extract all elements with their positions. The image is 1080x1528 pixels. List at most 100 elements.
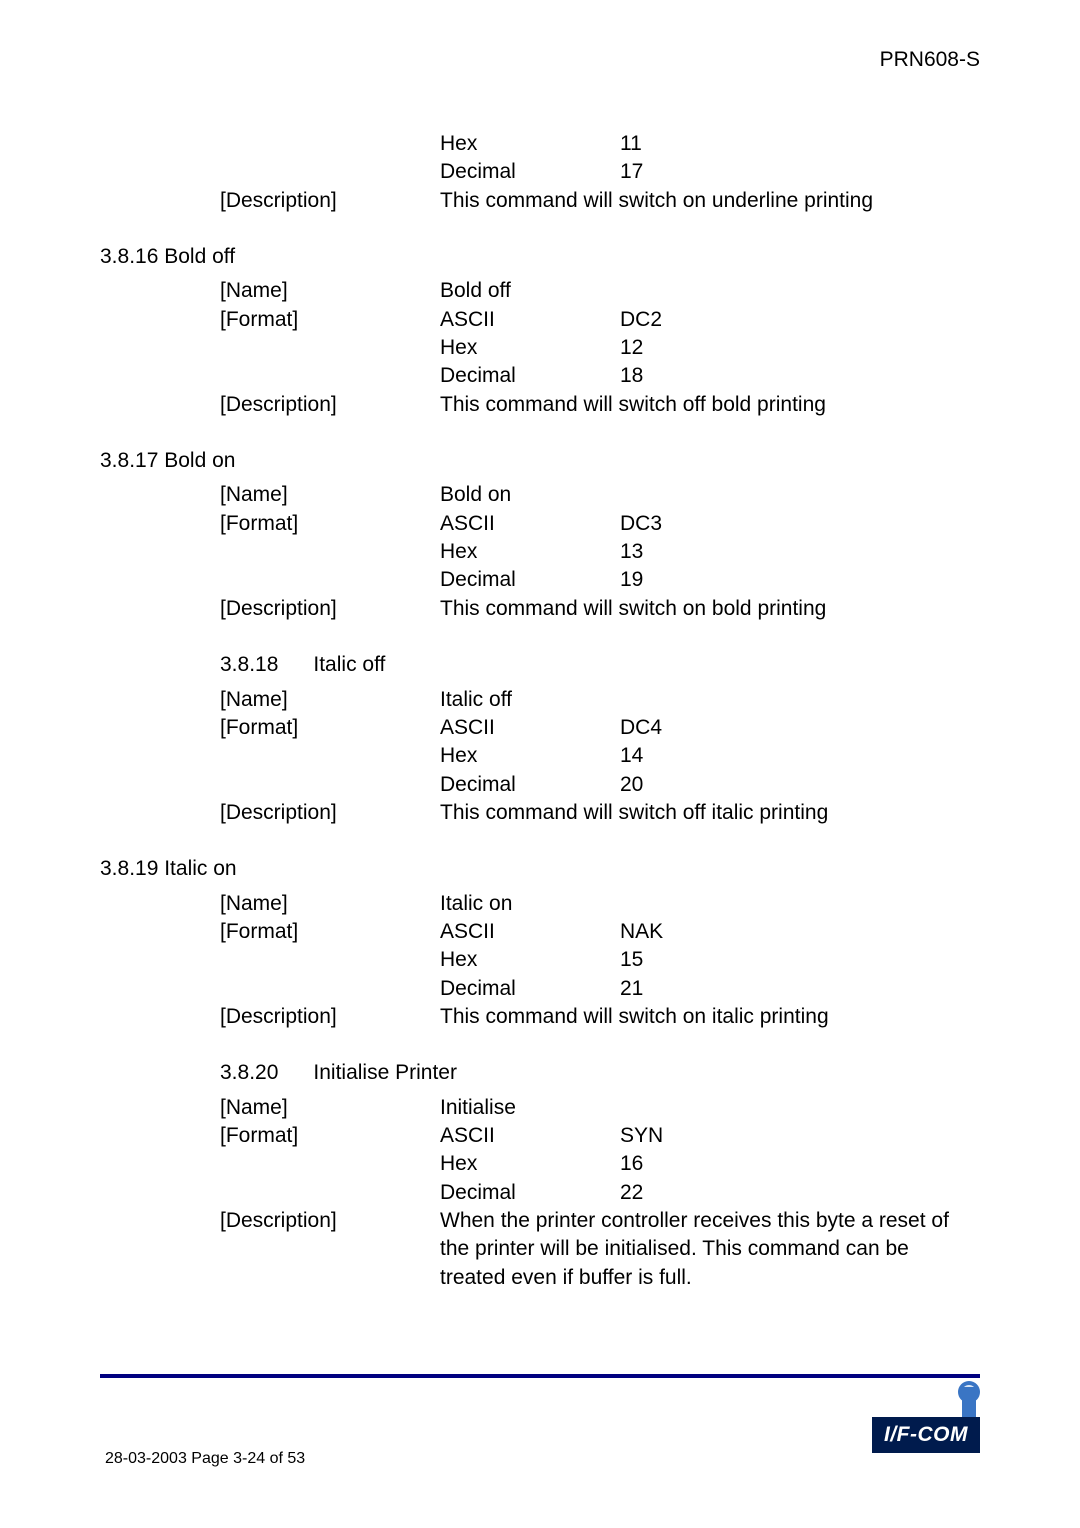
title-initialise: 3.8.20 Initialise Printer — [220, 1059, 980, 1087]
row-hex: Hex 16 — [220, 1150, 980, 1178]
label-desc: [Description] — [220, 1207, 440, 1292]
val-hex: 13 — [620, 538, 980, 566]
label-desc: [Description] — [220, 391, 440, 419]
row-desc: [Description] This command will switch o… — [220, 187, 980, 215]
label-ascii: ASCII — [440, 918, 620, 946]
val-ascii: DC3 — [620, 510, 980, 538]
val-name: Italic on — [440, 890, 620, 918]
val-dec: 18 — [620, 362, 980, 390]
val-hex: 11 — [620, 130, 980, 158]
label-desc: [Description] — [220, 595, 440, 623]
sec-bold-on: 3.8.17 Bold on [Name] Bold on [Format] A… — [100, 447, 980, 623]
row-ascii: [Format] ASCII DC2 — [220, 306, 980, 334]
text-desc: This command will switch off italic prin… — [440, 799, 980, 827]
doc-id: PRN608-S — [880, 48, 980, 72]
label-format: [Format] — [220, 918, 440, 946]
label-name: [Name] — [220, 481, 440, 509]
val-ascii: DC2 — [620, 306, 980, 334]
footer-rule — [100, 1374, 980, 1378]
val-dec: 19 — [620, 566, 980, 594]
row-desc: [Description] When the printer controlle… — [220, 1207, 980, 1292]
text-desc: This command will switch off bold printi… — [440, 391, 980, 419]
label-ascii: ASCII — [440, 714, 620, 742]
sec-italic-off: 3.8.18 Italic off [Name] Italic off [For… — [100, 651, 980, 827]
val-dec: 21 — [620, 975, 980, 1003]
row-ascii: [Format] ASCII DC4 — [220, 714, 980, 742]
title-bold-off: 3.8.16 Bold off — [100, 243, 980, 271]
row-desc: [Description] This command will switch o… — [220, 595, 980, 623]
val-hex: 16 — [620, 1150, 980, 1178]
row-dec: Decimal 17 — [220, 158, 980, 186]
text-desc: This command will switch on underline pr… — [440, 187, 980, 215]
row-desc: [Description] This command will switch o… — [220, 1003, 980, 1031]
text-desc: When the printer controller receives thi… — [440, 1207, 980, 1292]
label-dec: Decimal — [440, 1179, 620, 1207]
row-name: [Name] Italic on — [220, 890, 980, 918]
row-ascii: [Format] ASCII DC3 — [220, 510, 980, 538]
logo-ifcom: I/F-COM — [865, 1381, 980, 1453]
label-hex: Hex — [440, 334, 620, 362]
logo-text: I/F-COM — [872, 1417, 980, 1453]
val-dec: 20 — [620, 771, 980, 799]
footer-text: 28-03-2003 Page 3-24 of 53 — [105, 1450, 305, 1468]
row-hex: Hex 13 — [220, 538, 980, 566]
row-name: [Name] Bold off — [220, 277, 980, 305]
val-ascii: DC4 — [620, 714, 980, 742]
text-desc: This command will switch on italic print… — [440, 1003, 980, 1031]
sec-bold-off: 3.8.16 Bold off [Name] Bold off [Format]… — [100, 243, 980, 419]
sec-initialise: 3.8.20 Initialise Printer [Name] Initial… — [100, 1059, 980, 1292]
val-name: Italic off — [440, 686, 620, 714]
row-dec: Decimal 18 — [220, 362, 980, 390]
row-hex: Hex 12 — [220, 334, 980, 362]
row-desc: [Description] This command will switch o… — [220, 799, 980, 827]
row-dec: Decimal 19 — [220, 566, 980, 594]
label-format: [Format] — [220, 1122, 440, 1150]
label-name: [Name] — [220, 890, 440, 918]
val-dec: 17 — [620, 158, 980, 186]
val-name: Initialise — [440, 1094, 620, 1122]
row-hex: Hex 11 — [220, 130, 980, 158]
row-ascii: [Format] ASCII NAK — [220, 918, 980, 946]
row-hex: Hex 14 — [220, 742, 980, 770]
row-hex: Hex 15 — [220, 946, 980, 974]
row-name: [Name] Bold on — [220, 481, 980, 509]
label-name: [Name] — [220, 277, 440, 305]
label-hex: Hex — [440, 538, 620, 566]
page: PRN608-S Hex 11 Decimal 17 [Description]… — [0, 0, 1080, 1528]
row-dec: Decimal 22 — [220, 1179, 980, 1207]
val-name: Bold on — [440, 481, 620, 509]
label-format: [Format] — [220, 714, 440, 742]
label-dec: Decimal — [440, 566, 620, 594]
val-hex: 14 — [620, 742, 980, 770]
sec-italic-on: 3.8.19 Italic on [Name] Italic on [Forma… — [100, 855, 980, 1031]
label-format: [Format] — [220, 510, 440, 538]
label-dec: Decimal — [440, 158, 620, 186]
title-italic-off: 3.8.18 Italic off — [220, 651, 980, 679]
label-hex: Hex — [440, 946, 620, 974]
row-desc: [Description] This command will switch o… — [220, 391, 980, 419]
label-hex: Hex — [440, 130, 620, 158]
sec-underline-cont: Hex 11 Decimal 17 [Description] This com… — [100, 130, 980, 215]
label-format: [Format] — [220, 306, 440, 334]
val-ascii: SYN — [620, 1122, 980, 1150]
title-bold-on: 3.8.17 Bold on — [100, 447, 980, 475]
label-desc: [Description] — [220, 1003, 440, 1031]
label-ascii: ASCII — [440, 510, 620, 538]
row-name: [Name] Italic off — [220, 686, 980, 714]
label-dec: Decimal — [440, 975, 620, 1003]
label-desc: [Description] — [220, 799, 440, 827]
label-hex: Hex — [440, 1150, 620, 1178]
label-ascii: ASCII — [440, 306, 620, 334]
label-desc: [Description] — [220, 187, 440, 215]
val-dec: 22 — [620, 1179, 980, 1207]
label-hex: Hex — [440, 742, 620, 770]
val-hex: 15 — [620, 946, 980, 974]
label-ascii: ASCII — [440, 1122, 620, 1150]
title-italic-on: 3.8.19 Italic on — [100, 855, 980, 883]
content-area: Hex 11 Decimal 17 [Description] This com… — [100, 130, 980, 1292]
row-name: [Name] Initialise — [220, 1094, 980, 1122]
row-dec: Decimal 20 — [220, 771, 980, 799]
val-ascii: NAK — [620, 918, 980, 946]
val-hex: 12 — [620, 334, 980, 362]
label-dec: Decimal — [440, 362, 620, 390]
